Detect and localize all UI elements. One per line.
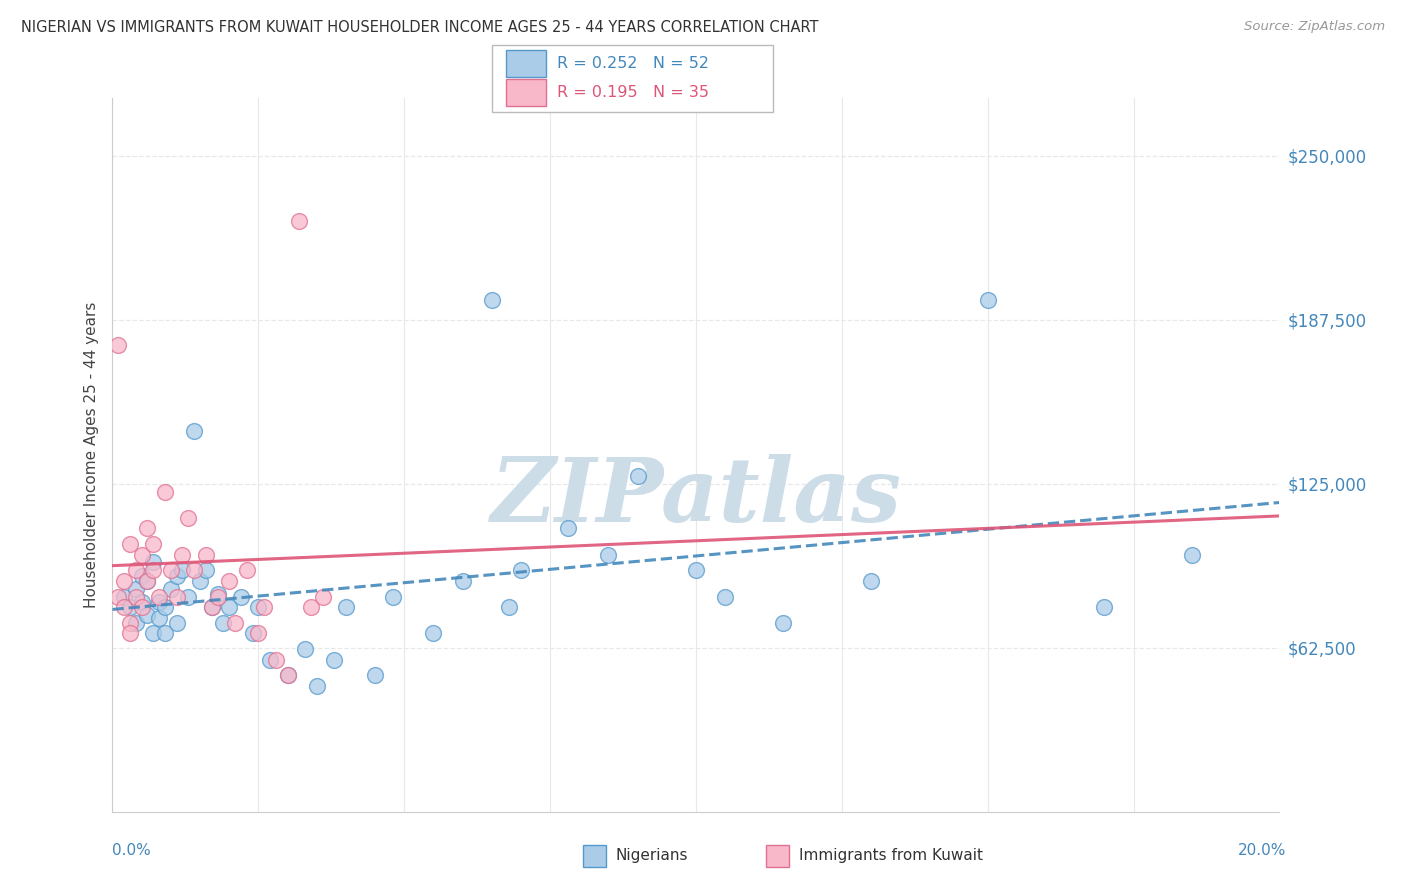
Text: R = 0.195   N = 35: R = 0.195 N = 35 <box>557 86 709 100</box>
Point <box>142 563 165 577</box>
Point <box>422 626 444 640</box>
Point <box>598 548 620 562</box>
Point <box>118 600 141 615</box>
Text: ZIPatlas: ZIPatlas <box>491 455 901 541</box>
Point <box>224 615 246 630</box>
Point <box>136 574 159 588</box>
Point <box>976 293 998 307</box>
Point <box>142 537 165 551</box>
Point <box>859 574 883 588</box>
Point <box>772 615 794 630</box>
Point <box>335 600 357 615</box>
Point <box>166 590 188 604</box>
Point <box>509 563 531 577</box>
Point <box>112 590 135 604</box>
Point <box>259 652 281 666</box>
Point <box>136 607 159 622</box>
Point <box>498 600 520 615</box>
Point <box>125 563 148 577</box>
Point <box>381 590 404 604</box>
Point <box>153 484 176 499</box>
Point <box>148 610 170 624</box>
Text: Nigerians: Nigerians <box>616 848 689 863</box>
Point <box>626 469 648 483</box>
Point <box>177 511 200 525</box>
Point <box>118 537 141 551</box>
Point <box>299 600 322 615</box>
Point <box>1181 548 1204 562</box>
Point <box>107 337 129 351</box>
Point <box>148 590 170 604</box>
Point <box>125 615 148 630</box>
Point <box>172 548 194 562</box>
Point <box>160 582 183 596</box>
Point <box>118 626 141 640</box>
Point <box>142 556 165 570</box>
Point <box>207 587 229 601</box>
Text: Immigrants from Kuwait: Immigrants from Kuwait <box>799 848 983 863</box>
Point <box>201 600 224 615</box>
Point <box>235 563 257 577</box>
Point <box>557 521 579 535</box>
Text: R = 0.252   N = 52: R = 0.252 N = 52 <box>557 56 709 70</box>
Point <box>242 626 264 640</box>
Text: Source: ZipAtlas.com: Source: ZipAtlas.com <box>1244 20 1385 33</box>
Point <box>160 563 183 577</box>
Text: NIGERIAN VS IMMIGRANTS FROM KUWAIT HOUSEHOLDER INCOME AGES 25 - 44 YEARS CORRELA: NIGERIAN VS IMMIGRANTS FROM KUWAIT HOUSE… <box>21 20 818 35</box>
Point <box>481 293 503 307</box>
Point <box>125 590 148 604</box>
Point <box>183 563 205 577</box>
Point <box>288 214 311 228</box>
Point <box>714 590 737 604</box>
Point <box>112 574 135 588</box>
Point <box>112 600 135 615</box>
Point <box>153 626 176 640</box>
Point <box>166 568 188 582</box>
Point <box>131 548 153 562</box>
Point <box>294 642 316 657</box>
Point <box>305 679 328 693</box>
Point <box>201 600 224 615</box>
Point <box>685 563 707 577</box>
Point <box>183 425 205 439</box>
Point <box>451 574 474 588</box>
Point <box>247 600 270 615</box>
Point <box>212 615 235 630</box>
Point <box>177 590 200 604</box>
Point <box>253 600 276 615</box>
Point <box>218 574 240 588</box>
Point <box>276 668 298 682</box>
Point <box>323 652 346 666</box>
Point <box>1092 600 1115 615</box>
Point <box>247 626 270 640</box>
Point <box>207 590 229 604</box>
Point <box>172 563 194 577</box>
Point <box>148 595 170 609</box>
Point <box>364 668 387 682</box>
Point <box>142 626 165 640</box>
Point <box>131 568 153 582</box>
Point <box>194 548 217 562</box>
Point <box>125 582 148 596</box>
Point <box>166 615 188 630</box>
Point <box>264 652 287 666</box>
Point <box>131 600 153 615</box>
Text: 0.0%: 0.0% <box>112 843 152 857</box>
Y-axis label: Householder Income Ages 25 - 44 years: Householder Income Ages 25 - 44 years <box>83 301 98 608</box>
Point <box>229 590 252 604</box>
Point <box>194 563 217 577</box>
Point <box>107 590 129 604</box>
Point <box>276 668 298 682</box>
Point <box>218 600 240 615</box>
Point <box>118 615 141 630</box>
Point <box>131 595 153 609</box>
Point <box>153 600 176 615</box>
Point <box>311 590 333 604</box>
Point <box>136 574 159 588</box>
Point <box>136 521 159 535</box>
Point <box>188 574 211 588</box>
Text: 20.0%: 20.0% <box>1239 843 1286 857</box>
